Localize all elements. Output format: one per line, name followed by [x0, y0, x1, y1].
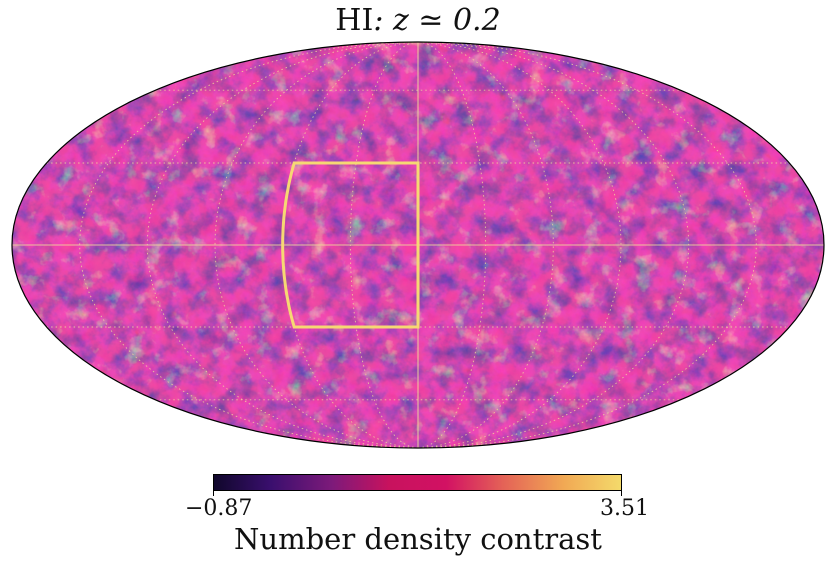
density-field: [12, 42, 824, 448]
meridian-line: [282, 42, 419, 448]
region-box: [281, 161, 420, 329]
colorbar-min-label: −0.87: [185, 496, 253, 521]
colorbar-min-tick: [213, 491, 214, 496]
map-outline: [11, 41, 825, 449]
meridian-line: [417, 42, 554, 448]
colorbar-max-label: 3.51: [600, 496, 649, 521]
title-prefix: HI: [335, 3, 374, 38]
graticule: [12, 42, 824, 448]
sky-map: [11, 41, 825, 449]
title-suffix: : z ≃ 0.2: [373, 3, 501, 38]
colorbar-label: Number density contrast: [234, 522, 602, 556]
map-title: HI: z ≃ 0.2: [0, 3, 836, 38]
colorbar: [213, 474, 622, 491]
colorbar-max-tick: [621, 491, 622, 496]
meridian-line: [79, 42, 419, 448]
